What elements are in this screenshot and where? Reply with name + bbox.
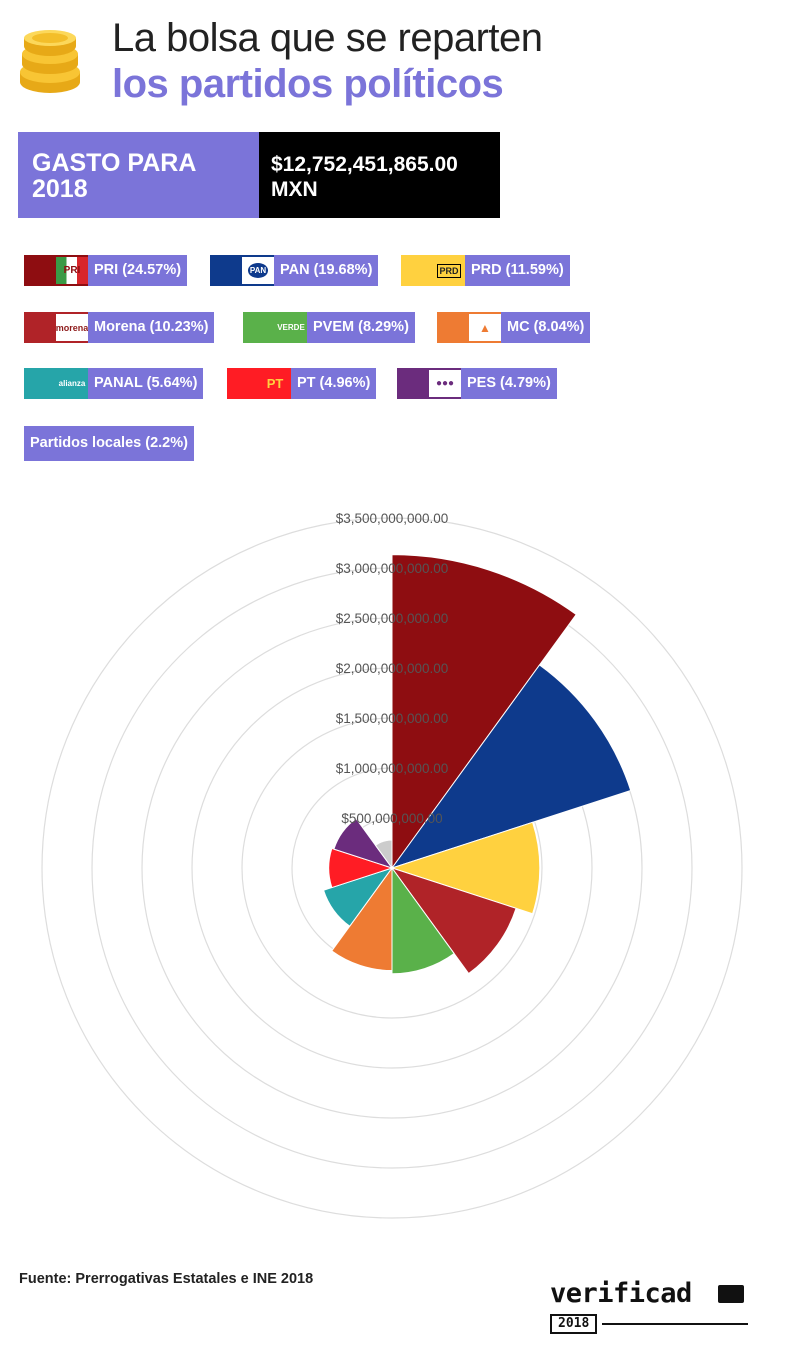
mc-logo-icon: ▲ [469, 312, 501, 343]
alianza-logo-icon: alianza [56, 368, 88, 399]
legend-item-mc: ▲ MC (8.04%) [437, 312, 591, 343]
r-tick-label: $2,000,000,000.00 [336, 661, 449, 676]
morena-logo-icon: morena [56, 312, 88, 343]
legend-label: MC (8.04%) [501, 312, 591, 343]
legend-label: PT (4.96%) [291, 368, 377, 399]
coins-icon [20, 30, 80, 93]
brand-divider [602, 1323, 748, 1325]
grid-ring [41, 517, 743, 1219]
legend-label: PAN (19.68%) [274, 255, 379, 286]
source-note: Fuente: Prerrogativas Estatales e INE 20… [19, 1271, 314, 1287]
legend-item-pri: PRI PRI (24.57%) [24, 255, 188, 286]
chart-tick-labels: $500,000,000.00 $1,000,000,000.00 $1,500,0… [336, 511, 449, 826]
sector-pes[interactable] [333, 817, 394, 869]
legend-swatch [243, 312, 275, 343]
prd-logo-icon: PRD [433, 255, 465, 286]
gasto-label: GASTO PARA 2018 [18, 132, 259, 218]
polar-area-chart: $500,000,000.00 $1,000,000,000.00 $1,500,0… [41, 511, 743, 1219]
sector-mc[interactable] [331, 866, 393, 972]
sector-pan[interactable] [390, 664, 632, 869]
legend-label: PRI (24.57%) [88, 255, 188, 286]
sector-pt[interactable] [328, 847, 394, 889]
legend-swatch [437, 312, 469, 343]
legend-item-panal: alianza PANAL (5.64%) [24, 368, 204, 399]
legend-label: PRD (11.59%) [465, 255, 570, 286]
r-tick-label: $3,000,000,000.00 [336, 561, 449, 576]
legend-item-pt: PT PT (4.96%) [227, 368, 377, 399]
legend-label: PVEM (8.29%) [307, 312, 415, 343]
r-tick-label: $1,000,000,000.00 [336, 761, 449, 776]
verde-logo-icon: VERDE [275, 312, 307, 343]
legend-item-locales: Partidos locales (2.2%) [24, 426, 194, 461]
legend-swatch [210, 255, 242, 286]
gasto-amount: $12,752,451,865.00 MXN [259, 132, 500, 218]
pri-logo-icon: PRI [56, 255, 88, 286]
pes-logo-icon: ●●● [429, 368, 461, 399]
legend-swatch [24, 312, 56, 343]
legend-item-morena: morena Morena (10.23%) [24, 312, 215, 343]
legend-label: PES (4.79%) [461, 368, 557, 399]
pan-logo-icon: PAN [242, 255, 274, 286]
r-tick-label: $3,500,000,000.00 [336, 511, 449, 526]
r-tick-label: $1,500,000,000.00 [336, 711, 449, 726]
pt-logo-icon: PT [259, 368, 291, 399]
sector-morena[interactable] [390, 867, 517, 975]
check-chat-icon [718, 1285, 744, 1303]
legend-swatch [24, 255, 56, 286]
legend-swatch [397, 368, 429, 399]
brand-name: verificad [550, 1278, 692, 1309]
r-tick-label: $2,500,000,000.00 [336, 611, 449, 626]
sector-partidos-locales[interactable] [374, 839, 393, 870]
sector-pvem[interactable] [391, 866, 455, 975]
legend-item-pes: ●●● PES (4.79%) [397, 368, 557, 399]
sector-panal[interactable] [322, 867, 394, 927]
legend-label: Morena (10.23%) [88, 312, 215, 343]
legend-item-pan: PAN PAN (19.68%) [210, 255, 379, 286]
brand-logo: verificad 2018 [550, 1278, 750, 1336]
r-tick-label: $500,000,000.00 [341, 811, 442, 826]
legend-item-pvem: VERDE PVEM (8.29%) [243, 312, 415, 343]
legend-item-prd: PRD PRD (11.59%) [401, 255, 570, 286]
sector-prd[interactable] [390, 821, 541, 915]
legend-label: PANAL (5.64%) [88, 368, 204, 399]
title-line-2: los partidos políticos [112, 62, 504, 106]
title-line-1: La bolsa que se reparten [112, 16, 543, 60]
legend-swatch [401, 255, 433, 286]
sector-pri[interactable] [391, 554, 577, 870]
chart-sectors [322, 554, 632, 975]
legend-swatch [227, 368, 259, 399]
brand-year: 2018 [550, 1314, 598, 1334]
legend-swatch [24, 368, 56, 399]
